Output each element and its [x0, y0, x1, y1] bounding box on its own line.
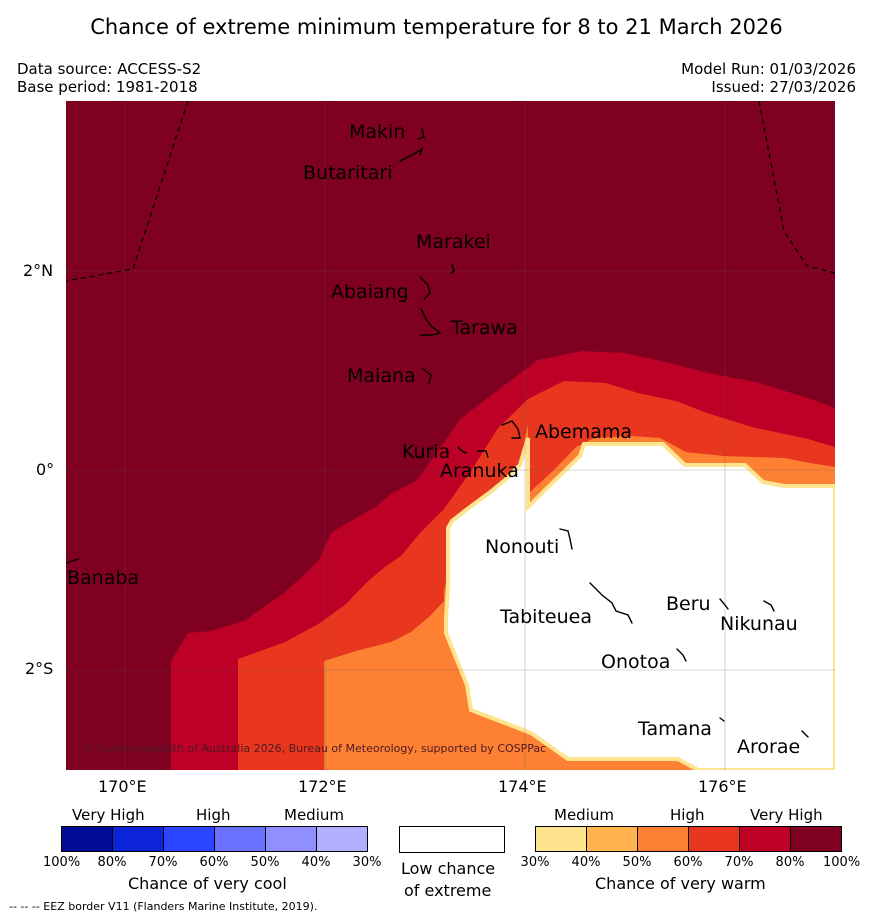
- island-label-tamana: Tamana: [638, 718, 712, 740]
- cool-pct-label: 30%: [352, 855, 382, 870]
- warm-swatch-4: [740, 827, 791, 851]
- kuria-outline: [457, 446, 467, 454]
- low-chance-line2: of extreme: [404, 881, 492, 900]
- warm-pct-label: 80%: [775, 855, 805, 870]
- island-label-abemama: Abemama: [535, 421, 633, 443]
- cool-colorbar: [61, 826, 368, 852]
- cool-pct-label: 40%: [301, 855, 331, 870]
- island-label-tarawa: Tarawa: [451, 317, 518, 339]
- warm-swatch-0: [536, 827, 587, 851]
- island-label-tabiteuea: Tabiteuea: [500, 606, 592, 628]
- meta-left: Data source: ACCESS-S2 Base period: 1981…: [17, 60, 201, 96]
- island-label-kuria: Kuria: [402, 441, 451, 463]
- warm-swatch-1: [587, 827, 638, 851]
- warm-swatch-5: [791, 827, 841, 851]
- cool-pct-label: 80%: [97, 855, 127, 870]
- meta-right: Model Run: 01/03/2026 Issued: 27/03/2026: [681, 60, 856, 96]
- lon-tick-174e: 174°E: [498, 777, 547, 796]
- warm-swatch-2: [638, 827, 689, 851]
- cool-cat-high: High: [196, 806, 231, 824]
- island-label-beru: Beru: [666, 593, 711, 615]
- lon-tick-170e: 170°E: [98, 777, 147, 796]
- warm-pct-label: 70%: [724, 855, 754, 870]
- cool-swatch-0: [62, 827, 113, 851]
- tabiteuea-outline: [589, 582, 633, 624]
- arorae-outline: [801, 730, 809, 738]
- island-outlines: [66, 128, 809, 738]
- graticule: [66, 101, 835, 770]
- low-chance-swatch: [399, 826, 505, 853]
- warm-pct-label: 50%: [622, 855, 652, 870]
- lon-tick-176e: 176°E: [698, 777, 747, 796]
- island-label-makin: Makin: [349, 121, 406, 143]
- warm-cat-high: High: [670, 806, 705, 824]
- eez-footnote: -- -- -- EEZ border V11 (Flanders Marine…: [9, 900, 318, 913]
- abaiang-outline: [419, 276, 431, 300]
- lat-tick-2n: 2°N: [23, 261, 54, 280]
- eez-border-east: [758, 101, 835, 274]
- warm-colorbar: [535, 826, 842, 852]
- warm-pct-label: 60%: [673, 855, 703, 870]
- cool-legend-title: Chance of very cool: [128, 874, 287, 893]
- cool-pct-label: 100%: [43, 855, 81, 870]
- cool-swatch-2: [164, 827, 215, 851]
- lon-tick-172e: 172°E: [298, 777, 347, 796]
- map-panel: Makin Butaritari Marakei Abaiang Tarawa …: [66, 101, 835, 770]
- warm-pct-label: 40%: [571, 855, 601, 870]
- maiana-outline: [422, 368, 432, 384]
- warm-cat-medium: Medium: [554, 806, 614, 824]
- makin-outline: [417, 128, 425, 140]
- cool-swatch-5: [317, 827, 367, 851]
- tarawa-outline: [420, 308, 442, 336]
- island-label-arorae: Arorae: [737, 736, 801, 758]
- island-label-aranuka: Aranuka: [440, 460, 519, 482]
- copyright-notice: © Commonwealth of Australia 2026, Bureau…: [83, 742, 547, 755]
- cool-pct-label: 60%: [199, 855, 229, 870]
- island-label-abaiang: Abaiang: [331, 281, 409, 303]
- warm-cat-very-high: Very High: [750, 806, 823, 824]
- island-label-maiana: Maiana: [347, 365, 416, 387]
- cool-swatch-3: [215, 827, 266, 851]
- cool-pct-label: 70%: [148, 855, 178, 870]
- warm-pct-label: 30%: [520, 855, 550, 870]
- chart-title: Chance of extreme minimum temperature fo…: [90, 15, 783, 39]
- island-label-marakei: Marakei: [416, 231, 491, 253]
- butaritari-outline: [399, 147, 424, 162]
- beru-outline: [719, 598, 729, 610]
- onotoa-outline: [676, 648, 687, 662]
- lat-tick-2s: 2°S: [25, 659, 54, 678]
- aranuka-outline: [477, 450, 489, 458]
- tamana-outline: [719, 717, 725, 722]
- nikunau-outline: [763, 600, 775, 612]
- map-svg: [66, 101, 835, 770]
- marakei-outline: [450, 264, 455, 274]
- region-low-chance: [444, 437, 835, 770]
- cool-swatch-4: [266, 827, 317, 851]
- eez-border-west: [66, 101, 189, 282]
- cool-pct-label: 50%: [250, 855, 280, 870]
- issued-date: Issued: 27/03/2026: [711, 78, 856, 96]
- data-source: Data source: ACCESS-S2: [17, 60, 202, 78]
- island-label-nonouti: Nonouti: [485, 536, 560, 558]
- abemama-outline: [501, 420, 521, 439]
- eez-border: [66, 101, 835, 282]
- base-period: Base period: 1981-2018: [17, 78, 198, 96]
- banaba-outline: [66, 558, 79, 564]
- cool-cat-very-high: Very High: [72, 806, 145, 824]
- lat-tick-0: 0°: [36, 460, 55, 479]
- warm-legend-title: Chance of very warm: [595, 874, 766, 893]
- cool-cat-medium: Medium: [284, 806, 344, 824]
- warm-swatch-3: [689, 827, 740, 851]
- warm-pct-label: 100%: [823, 855, 861, 870]
- cool-swatch-1: [113, 827, 164, 851]
- island-label-butaritari: Butaritari: [303, 162, 393, 184]
- island-label-nikunau: Nikunau: [720, 613, 798, 635]
- island-label-banaba: Banaba: [67, 567, 140, 589]
- model-run: Model Run: 01/03/2026: [681, 60, 856, 78]
- island-label-onotoa: Onotoa: [601, 651, 671, 673]
- nonouti-outline: [559, 528, 573, 550]
- low-chance-line1: Low chance: [401, 859, 496, 878]
